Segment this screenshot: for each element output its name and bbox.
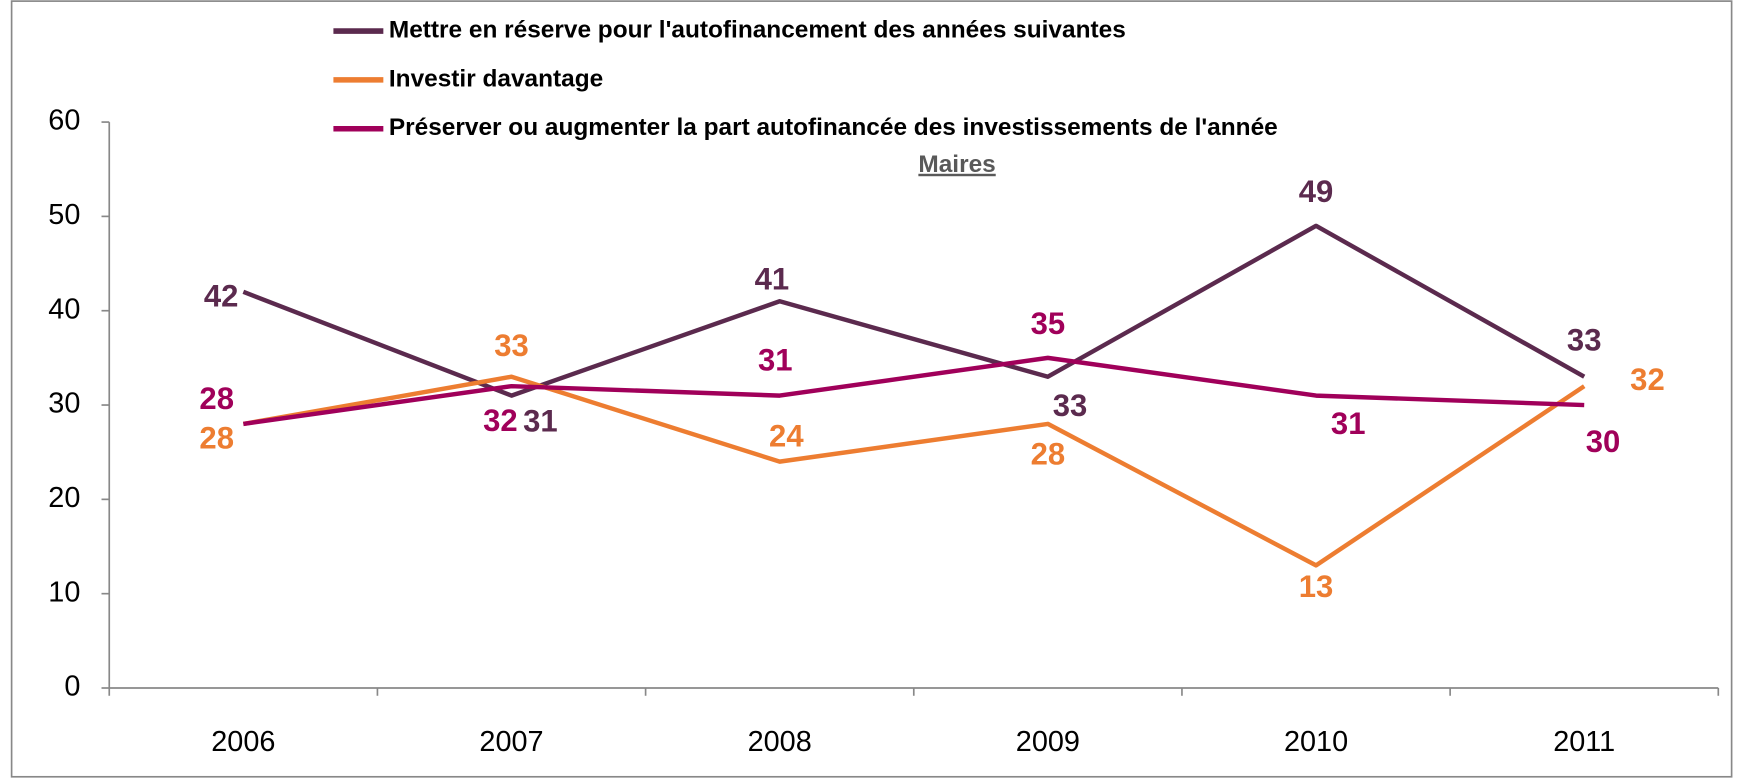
data-label: 32: [483, 403, 518, 438]
legend-label: Mettre en réserve pour l'autofinancement…: [389, 17, 1126, 44]
legend-label: Préserver ou augmenter la part autofinan…: [389, 114, 1278, 141]
y-tick-label: 20: [48, 482, 80, 514]
legend-label: Investir davantage: [389, 65, 603, 92]
data-label: 30: [1586, 424, 1621, 459]
x-tick-label: 2006: [211, 726, 275, 758]
data-label: 41: [755, 262, 790, 297]
series-line: [243, 355, 1585, 427]
data-label: 13: [1299, 569, 1334, 604]
data-label: 31: [1331, 406, 1366, 441]
y-tick-label: 50: [48, 199, 80, 231]
data-label: 35: [1031, 306, 1066, 341]
data-label: 32: [1630, 362, 1665, 397]
data-label: 33: [494, 328, 529, 363]
x-tick-label: 2008: [748, 726, 812, 758]
y-tick-label: 30: [48, 388, 80, 420]
data-label: 33: [1567, 323, 1602, 358]
data-label: 31: [758, 343, 793, 378]
data-label: 31: [523, 404, 558, 439]
chart-subtitle: Maires: [918, 151, 995, 178]
data-label: 24: [769, 419, 804, 454]
x-tick-label: 2011: [1553, 726, 1615, 758]
x-tick-label: 2007: [479, 726, 543, 758]
y-tick-label: 40: [48, 293, 80, 325]
data-label: 28: [1031, 436, 1066, 471]
y-tick-label: 0: [64, 671, 80, 703]
x-tick-label: 2010: [1284, 726, 1348, 758]
data-label: 42: [204, 279, 239, 314]
chart-border: [10, 0, 1733, 778]
series-line: [242, 223, 1586, 398]
y-tick-label: 10: [48, 576, 80, 608]
data-label: 28: [199, 421, 234, 456]
data-label: 49: [1299, 174, 1334, 209]
x-tick-label: 2009: [1016, 726, 1080, 758]
series-line: [242, 374, 1586, 568]
y-tick-label: 60: [48, 105, 80, 137]
data-label: 28: [199, 381, 234, 416]
data-label: 33: [1053, 388, 1088, 423]
